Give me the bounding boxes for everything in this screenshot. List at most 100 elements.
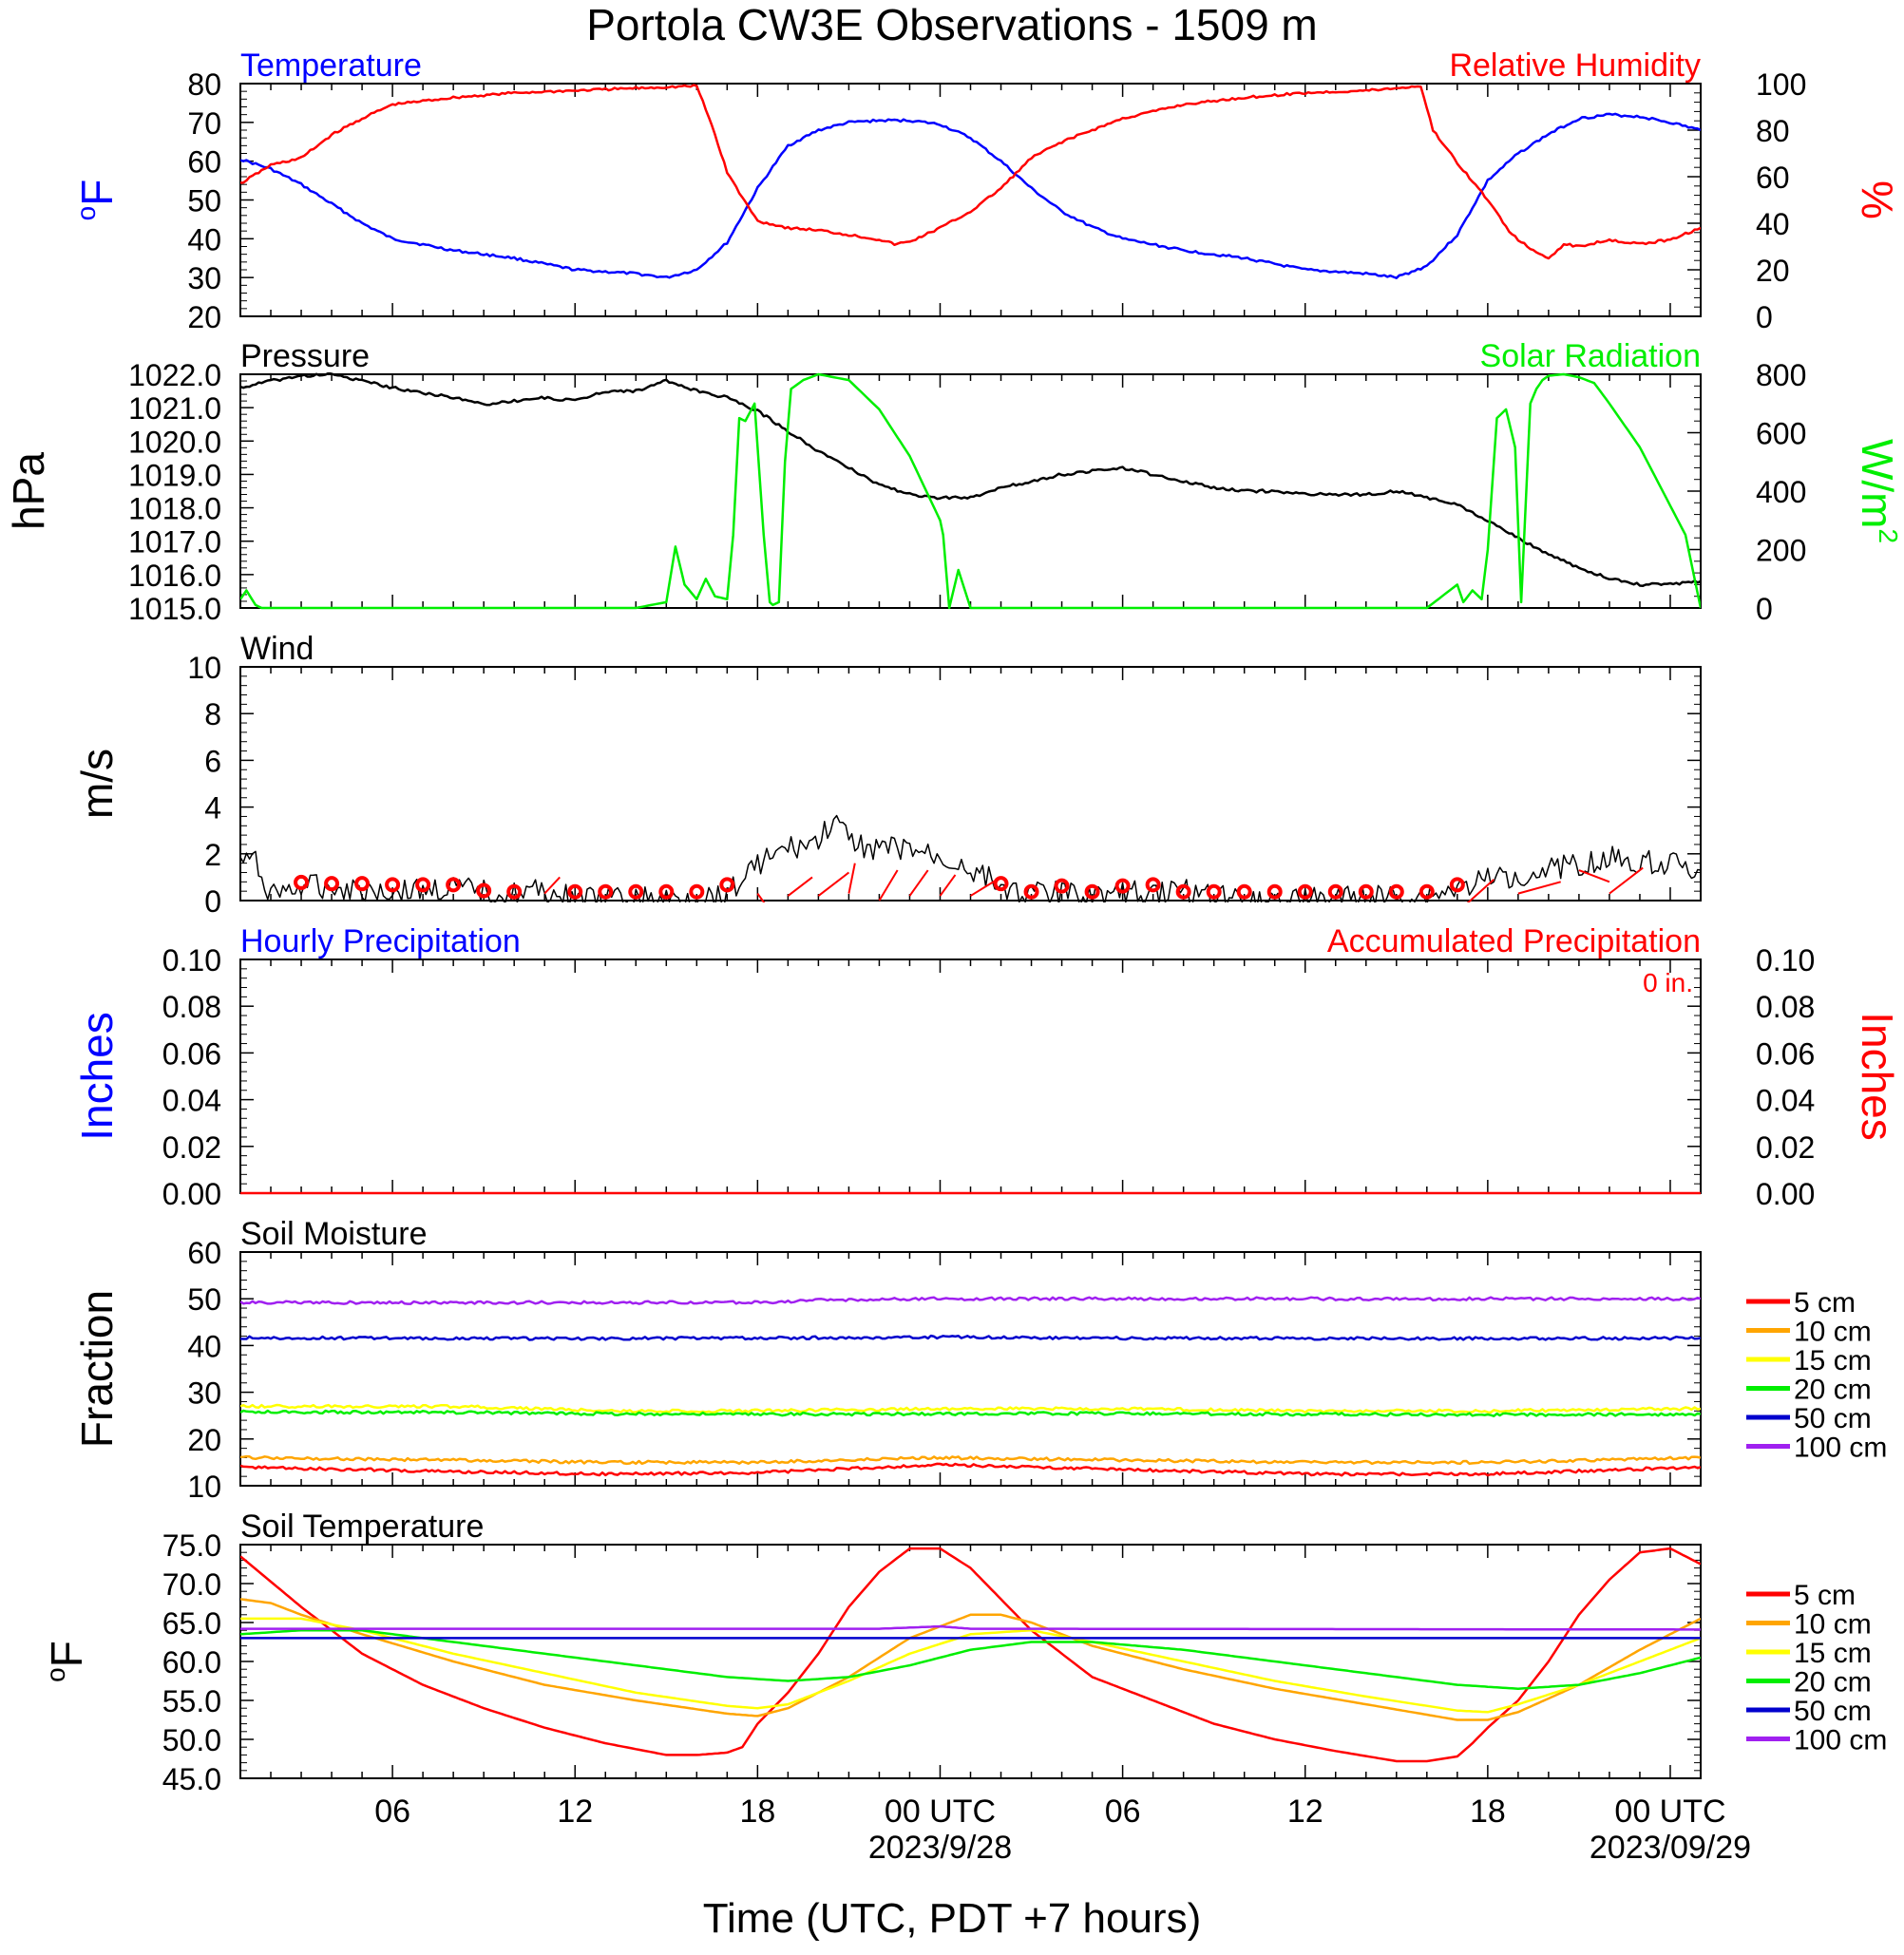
x-tick-label: 12 xyxy=(1287,1794,1323,1830)
y-tick-label-left: 75.0 xyxy=(162,1528,221,1563)
series-line-left xyxy=(240,814,1701,902)
y-tick-label-right: 0 xyxy=(1756,300,1773,334)
y-tick-label-left: 6 xyxy=(204,744,221,778)
panel-title-right: Accumulated Precipitation xyxy=(1327,923,1701,959)
y-tick-label-left: 65.0 xyxy=(162,1606,221,1641)
y-tick-label-right: 0.00 xyxy=(1756,1177,1815,1211)
x-tick-label: 06 xyxy=(374,1794,410,1830)
series-line-5-cm xyxy=(240,1547,1701,1763)
series-group xyxy=(240,1296,1701,1477)
panel-precipitation: 0.00 0.02 0.04 0.06 0.08 0.10 0.00 0.02 0.04 0.06… xyxy=(72,923,1902,1211)
unit-base: W/m xyxy=(1853,439,1902,529)
wind-calm-marker xyxy=(1145,877,1161,893)
wind-calm-marker xyxy=(354,876,371,892)
y-tick-label-left: 0.02 xyxy=(162,1130,221,1165)
legend-label: 5 cm xyxy=(1794,1287,1856,1319)
y-tick-label-left: 0 xyxy=(204,884,221,919)
panel-title-left: Hourly Precipitation xyxy=(240,923,521,959)
legend-label: 100 cm xyxy=(1794,1433,1887,1464)
y-axis-label-left: hPa xyxy=(4,452,53,530)
wind-calm-marker xyxy=(1206,883,1222,900)
panel-soil-temperature: 45.0 50.0 55.0 60.0 65.0 70.0 75.0 Soil Tempera… xyxy=(41,1509,1887,1796)
y-tick-label-right: 100 xyxy=(1756,67,1806,102)
wind-barb xyxy=(756,893,766,902)
y-tick-label-left: 40 xyxy=(187,222,221,256)
wind-calm-marker xyxy=(1175,883,1191,900)
y-tick-label-left: 40 xyxy=(187,1329,221,1363)
y-tick-label-left: 1018.0 xyxy=(128,492,221,526)
panel-title-left: Soil Temperature xyxy=(240,1509,484,1545)
wind-barb xyxy=(969,876,1002,897)
x-tick-label: 00 UTC xyxy=(885,1794,996,1830)
degree-mark: o xyxy=(41,1667,70,1682)
wind-calm-marker xyxy=(1358,883,1374,900)
y-tick-label-left: 45.0 xyxy=(162,1762,221,1796)
wind-barb xyxy=(1517,881,1561,895)
wind-barb xyxy=(543,876,561,895)
y-tick-label-right: 0 xyxy=(1756,592,1773,626)
series-line-20-cm xyxy=(240,1628,1701,1690)
series-group xyxy=(240,1547,1701,1763)
legend-label: 15 cm xyxy=(1794,1345,1872,1376)
y-tick-label-left: 80 xyxy=(187,67,221,102)
y-axis-label-left: oF xyxy=(41,1641,91,1682)
y-tick-label-left: 30 xyxy=(187,261,221,295)
panel-wind: 0 2 4 6 8 10 Wind m/s xyxy=(72,631,1702,919)
y-tick-label-left: 1016.0 xyxy=(128,559,221,593)
x-axis-label: Time (UTC, PDT +7 hours) xyxy=(703,1895,1201,1942)
series-line-10-cm xyxy=(240,1598,1701,1721)
series-group xyxy=(240,84,1701,279)
unit-letter: F xyxy=(72,180,122,206)
series-line-50-cm xyxy=(240,1334,1701,1341)
panel-title-left: Wind xyxy=(240,631,314,667)
y-tick-label-left: 50 xyxy=(187,1282,221,1317)
y-axis-label-right: Inches xyxy=(1853,1012,1902,1141)
series-line-100-cm xyxy=(240,1624,1701,1631)
y-tick-label-left: 1019.0 xyxy=(128,458,221,492)
y-axis-label-left: Inches xyxy=(72,1012,122,1141)
y-tick-label-right: 200 xyxy=(1756,534,1806,568)
y-tick-label-left: 50 xyxy=(187,184,221,218)
wind-calm-marker xyxy=(324,876,340,892)
x-tick-label: 06 xyxy=(1105,1794,1141,1830)
y-axis-label-left: m/s xyxy=(72,749,122,819)
chart-title: Portola CW3E Observations - 1509 m xyxy=(586,0,1318,49)
series-line-20-cm xyxy=(240,1409,1701,1417)
y-tick-label-left: 50.0 xyxy=(162,1723,221,1757)
panel-title-left: Pressure xyxy=(240,338,370,374)
y-tick-label-left: 10 xyxy=(187,651,221,685)
wind-calm-marker xyxy=(446,877,462,893)
panel-title-left: Soil Moisture xyxy=(240,1216,428,1252)
legend-label: 20 cm xyxy=(1794,1667,1872,1699)
y-tick-label-left: 1022.0 xyxy=(128,358,221,392)
x-tick-label: 18 xyxy=(739,1794,775,1830)
wind-calm-marker xyxy=(628,883,644,900)
y-tick-label-left: 20 xyxy=(187,300,221,334)
wind-barb xyxy=(939,874,957,897)
series-line-right xyxy=(240,84,1701,260)
y-tick-label-left: 60.0 xyxy=(162,1645,221,1680)
legend-label: 5 cm xyxy=(1794,1580,1856,1611)
unit-letter: F xyxy=(42,1641,91,1667)
legend-label: 15 cm xyxy=(1794,1638,1872,1669)
wind-calm-marker xyxy=(1449,877,1465,893)
legend-label: 10 cm xyxy=(1794,1609,1872,1641)
y-tick-label-left: 1021.0 xyxy=(128,391,221,426)
legend-label: 100 cm xyxy=(1794,1725,1887,1756)
panel-title-right: Relative Humidity xyxy=(1449,47,1701,84)
wind-barb xyxy=(1466,879,1495,902)
y-axis-label-left: oF xyxy=(71,180,122,221)
y-tick-label-left: 1015.0 xyxy=(128,592,221,626)
wind-calm-marker xyxy=(1023,883,1039,900)
wind-calm-marker xyxy=(689,883,705,900)
y-tick-label-left: 60 xyxy=(187,1236,221,1270)
y-tick-label-right: 80 xyxy=(1756,114,1790,148)
y-axis-label-left: Fraction xyxy=(72,1290,122,1448)
wind-calm-marker xyxy=(567,883,583,900)
x-tick-label: 00 UTC xyxy=(1614,1794,1725,1830)
series-line-5-cm xyxy=(240,1462,1701,1477)
wind-barb xyxy=(908,869,929,897)
y-tick-label-right: 400 xyxy=(1756,475,1806,509)
